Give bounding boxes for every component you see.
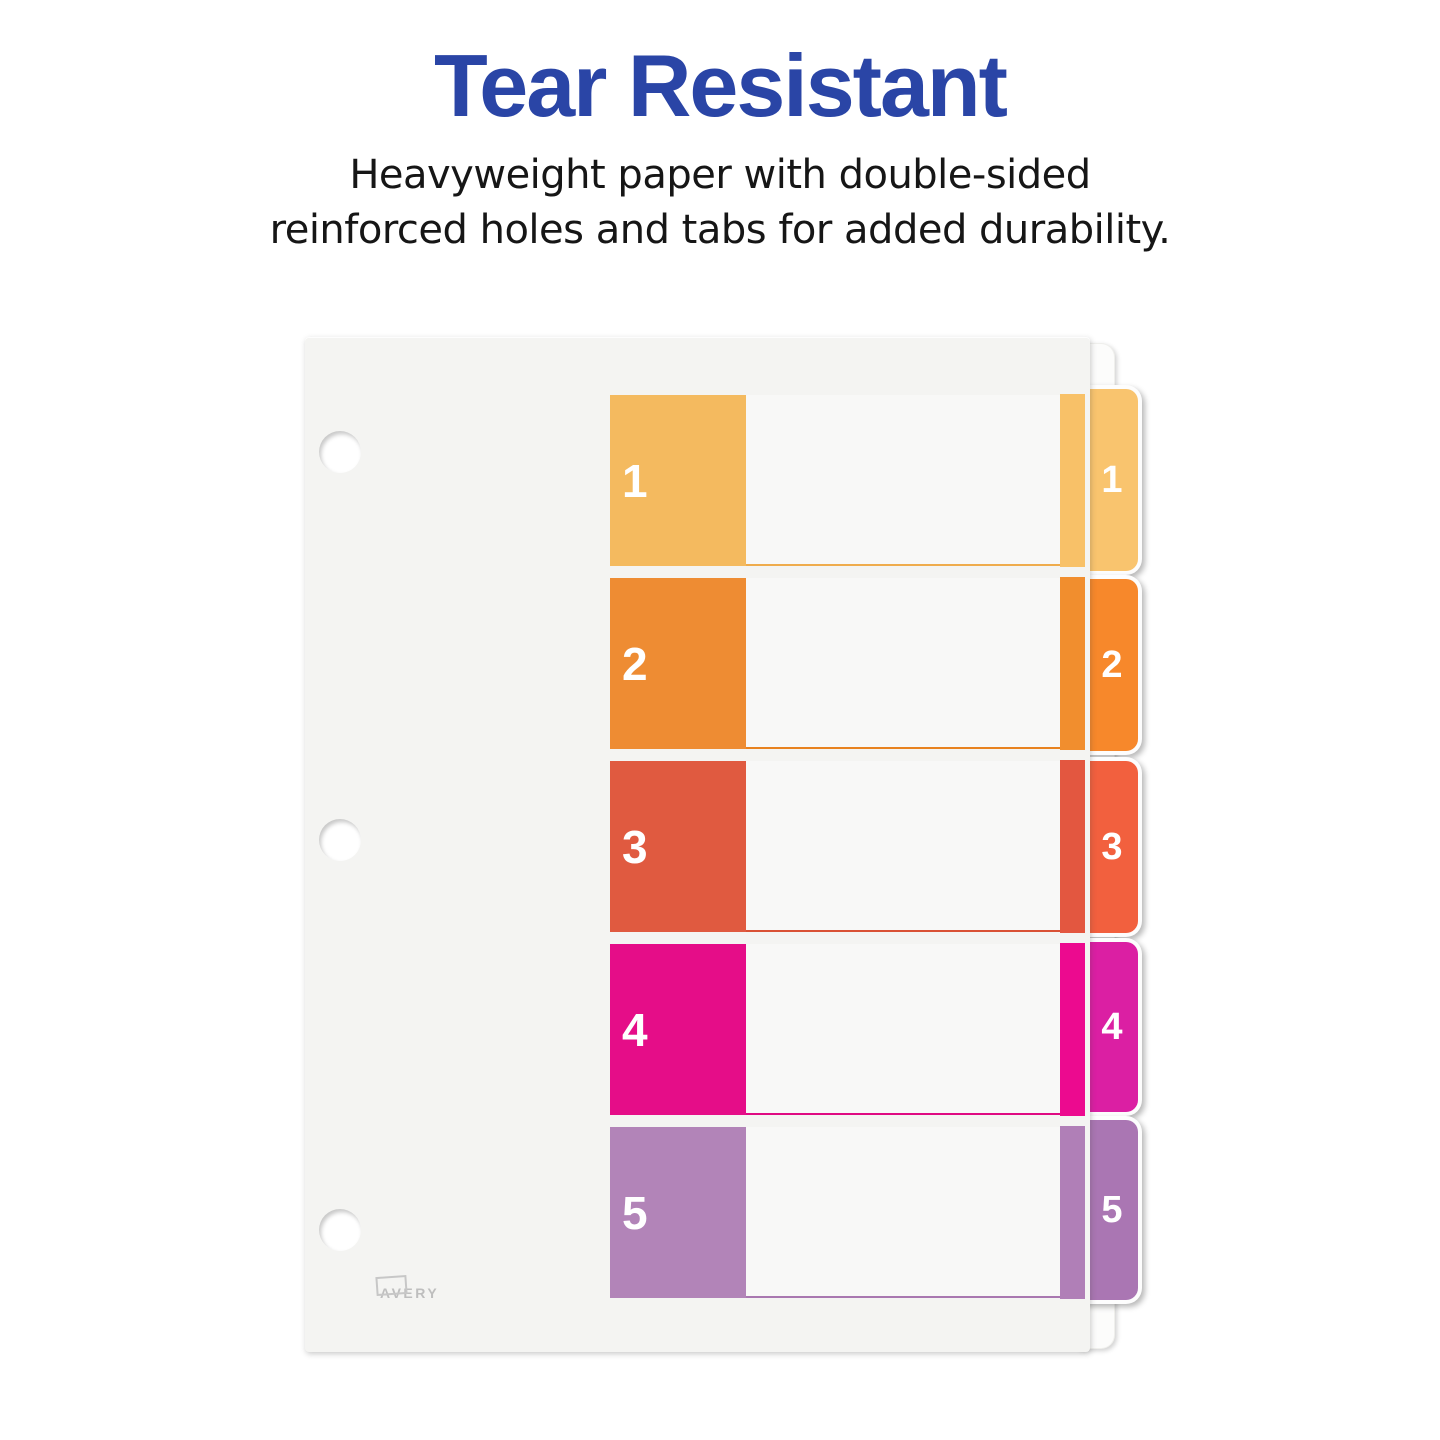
toc-row-5: 5 [305, 1126, 1090, 1299]
toc-block-4: 4 [610, 944, 746, 1115]
toc-row-1: 1 [305, 394, 1090, 567]
block-number: 3 [622, 820, 648, 873]
row-underline [746, 1296, 1085, 1298]
tab-strip-4 [1060, 943, 1085, 1116]
toc-block-2: 2 [610, 578, 746, 749]
toc-row-4: 4 [305, 943, 1090, 1116]
row-underline [746, 1113, 1085, 1115]
subtitle-line-2: reinforced holes and tabs for added dura… [269, 207, 1171, 253]
tab-strip-1 [1060, 394, 1085, 567]
divider-tab-4: 4 [1082, 938, 1142, 1116]
divider-tab-3: 3 [1082, 757, 1142, 937]
page-title: Tear Resistant [434, 36, 1008, 135]
row-underline [746, 747, 1085, 749]
tab-number: 4 [1101, 1005, 1123, 1048]
block-number: 1 [622, 454, 648, 507]
punch-hole-middle [319, 819, 361, 861]
tab-strip-5 [1060, 1126, 1085, 1299]
toc-row-3: 3 [305, 760, 1090, 933]
divider-sheet: 1 2 3 4 [305, 337, 1090, 1352]
tab-number: 5 [1101, 1188, 1123, 1231]
toc-block-5: 5 [610, 1127, 746, 1298]
divider-tab-5: 5 [1082, 1116, 1142, 1304]
toc-block-1: 1 [610, 395, 746, 566]
tab-number: 2 [1101, 643, 1123, 686]
block-number: 5 [622, 1186, 648, 1239]
toc-block-3: 3 [610, 761, 746, 932]
tab-number: 3 [1101, 825, 1123, 868]
tab-strip-3 [1060, 760, 1085, 933]
block-number: 4 [622, 1003, 648, 1056]
punch-hole-bottom [319, 1209, 361, 1251]
subtitle: Heavyweight paper with double-sided rein… [0, 148, 1440, 258]
avery-logo: AVERY [375, 1274, 440, 1301]
tab-number: 1 [1101, 458, 1123, 501]
subtitle-line-1: Heavyweight paper with double-sided [349, 152, 1091, 198]
row-underline [746, 930, 1085, 932]
block-number: 2 [622, 637, 648, 690]
row-underline [746, 564, 1085, 566]
divider-tab-1: 1 [1082, 385, 1142, 575]
tab-strip-2 [1060, 577, 1085, 750]
toc-row-2: 2 [305, 577, 1090, 750]
avery-logo-text: AVERY [380, 1285, 440, 1301]
punch-hole-top [319, 431, 361, 473]
avery-logo-mark [375, 1274, 408, 1297]
divider-tab-2: 2 [1082, 575, 1142, 755]
